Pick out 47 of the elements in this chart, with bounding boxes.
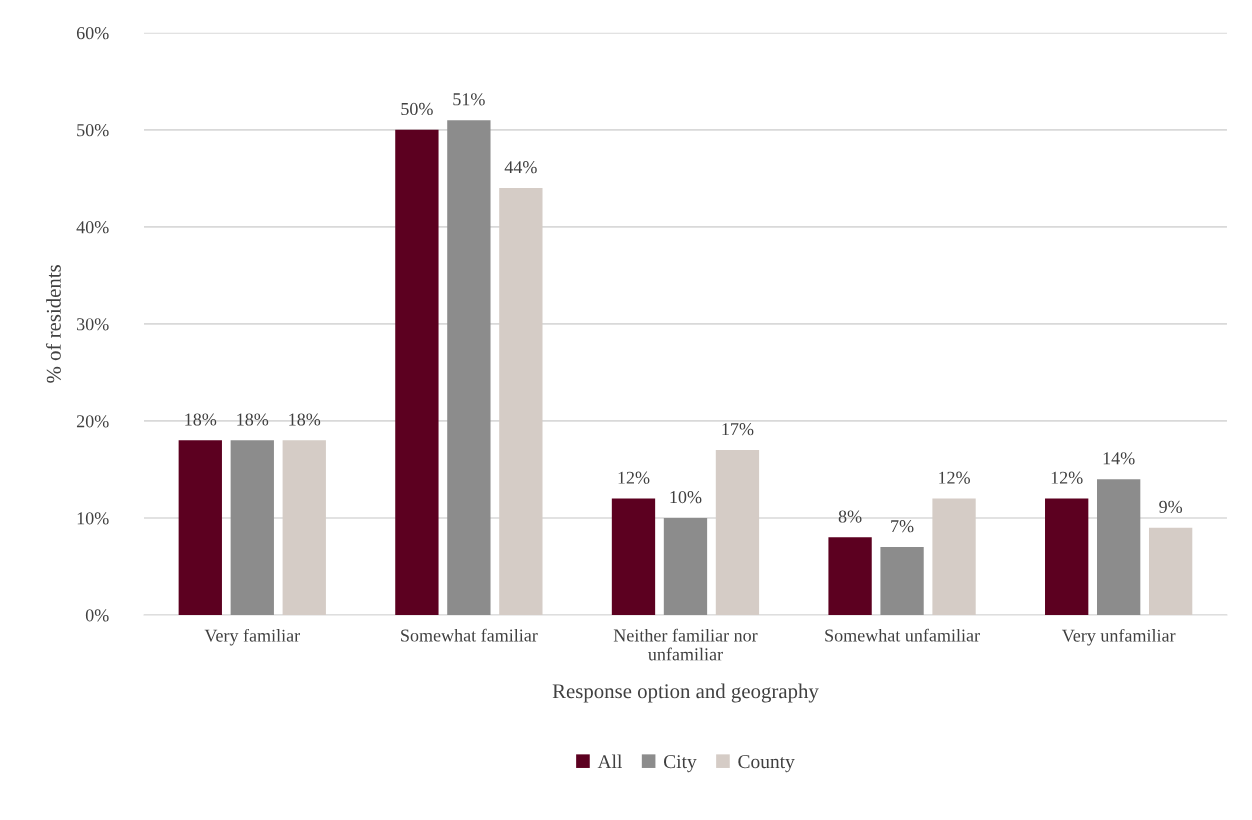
bar xyxy=(880,547,924,615)
bar xyxy=(499,188,543,615)
bar xyxy=(1097,479,1141,615)
x-axis-title: Response option and geography xyxy=(552,683,819,703)
y-tick-label: 0% xyxy=(85,609,109,622)
bar xyxy=(663,517,708,615)
y-tick-label: 40% xyxy=(76,221,109,234)
bar xyxy=(715,450,760,615)
legend-label: City xyxy=(664,755,697,773)
legend-label: County xyxy=(738,755,795,773)
data-label: 14% xyxy=(1103,452,1135,465)
legend-label: All xyxy=(597,754,622,768)
x-tick-label: Somewhat familiar xyxy=(401,628,538,642)
data-label: 12% xyxy=(618,471,650,484)
data-label: 8% xyxy=(838,510,862,523)
y-axis-title: % of residents xyxy=(45,265,61,383)
bar xyxy=(230,440,274,615)
bar xyxy=(178,440,222,615)
y-tick-label: 10% xyxy=(77,512,109,525)
data-label: 18% xyxy=(237,413,269,426)
data-label: 10% xyxy=(670,491,702,504)
data-label: 18% xyxy=(289,413,321,426)
data-label: 50% xyxy=(401,102,433,116)
y-tick-label: 50% xyxy=(77,124,109,137)
y-tick-label: 20% xyxy=(76,415,109,428)
bar xyxy=(932,498,976,615)
bar xyxy=(1045,498,1089,615)
data-label: 17% xyxy=(722,423,754,436)
x-tick-label: Very unfamiliar xyxy=(1061,628,1176,646)
bar xyxy=(611,498,656,615)
y-tick-label: 30% xyxy=(77,318,109,331)
data-label: 7% xyxy=(891,520,914,533)
data-label: 12% xyxy=(1051,471,1083,484)
y-tick-label: 60% xyxy=(76,27,109,40)
data-label: 18% xyxy=(185,413,217,426)
bar xyxy=(1148,527,1193,615)
data-label: 9% xyxy=(1159,500,1183,513)
data-label: 12% xyxy=(939,471,970,484)
bar xyxy=(447,120,491,615)
bar xyxy=(395,129,439,615)
bar xyxy=(828,537,872,615)
x-tick-label: Somewhat unfamiliar xyxy=(825,628,980,642)
data-label: 44% xyxy=(504,161,537,174)
data-label: 51% xyxy=(453,93,485,106)
x-tick-label: Neither familiar nor unfamiliar xyxy=(613,628,758,661)
bar xyxy=(282,440,326,615)
x-tick-label: Very familiar xyxy=(204,628,300,646)
